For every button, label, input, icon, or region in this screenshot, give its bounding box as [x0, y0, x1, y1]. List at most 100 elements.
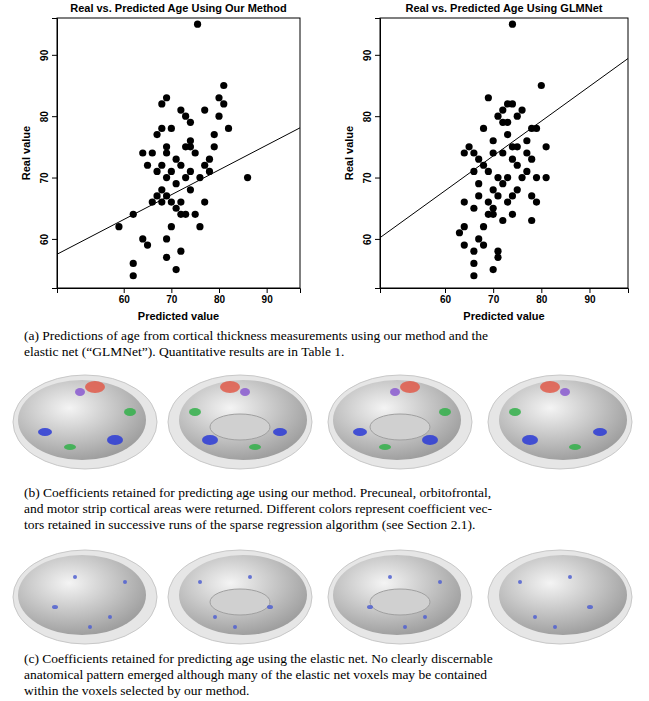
data-point [158, 186, 165, 193]
y-axis-line [52, 19, 58, 289]
data-point [163, 235, 170, 242]
brain-outline [328, 375, 472, 469]
data-point [480, 223, 487, 230]
caption-line: (a) Predictions of age from cortical thi… [24, 328, 488, 343]
brain-spot [52, 605, 58, 609]
data-point [153, 168, 160, 175]
data-point [201, 106, 208, 113]
brain-spot [518, 580, 522, 584]
data-point [499, 180, 506, 187]
brain-spot [390, 388, 400, 396]
data-point [220, 82, 227, 89]
data-point [177, 162, 184, 169]
data-point [187, 168, 194, 175]
data-point [528, 156, 535, 163]
data-point [456, 229, 463, 236]
chart-title: Real vs. Predicted Age Using GLMNet [405, 2, 602, 14]
data-point [504, 174, 511, 181]
brain-spot [233, 625, 237, 629]
brain-surface [18, 380, 146, 460]
y-axis-line [375, 19, 381, 289]
data-point [528, 192, 535, 199]
brain-view [488, 550, 632, 644]
data-point [211, 143, 218, 150]
brain-row [13, 375, 632, 469]
data-point [192, 211, 199, 218]
data-point [523, 168, 530, 175]
data-point [177, 248, 184, 255]
x-tick-mark [171, 288, 172, 293]
x-axis: 60708090 [58, 288, 301, 305]
brain-spot [240, 388, 250, 396]
data-point [533, 125, 540, 132]
x-tick-mark [219, 288, 220, 293]
brain-spot [124, 408, 136, 416]
brain-spot [73, 575, 77, 579]
data-point [173, 156, 180, 163]
y-tick-label: 60 [362, 233, 373, 245]
brain-spot [367, 605, 373, 609]
data-point [490, 186, 497, 193]
data-point [494, 248, 501, 255]
plot-frame [57, 18, 300, 288]
y-tick: 90 [39, 49, 57, 61]
x-tick-label: 80 [214, 294, 226, 305]
x-tick: 60 [440, 288, 452, 305]
caption-line: elastic net (“GLMNet”). Quantitative res… [24, 344, 344, 359]
data-point [168, 168, 175, 175]
data-point [139, 235, 146, 242]
data-point [187, 119, 194, 126]
data-point [490, 149, 497, 156]
chart-title: Real vs. Predicted Age Using Our Method [70, 2, 287, 14]
brain-outline [13, 375, 157, 469]
y-tick-mark [52, 239, 57, 240]
y-tick: 80 [362, 111, 380, 123]
data-point [461, 223, 468, 230]
brain-spot [388, 575, 392, 579]
data-point [225, 125, 232, 132]
y-tick-label: 60 [39, 233, 50, 245]
brain-view [13, 550, 157, 644]
data-point [475, 156, 482, 163]
data-point [509, 211, 516, 218]
scatter-chart: 6070809060708090Real vs. Predicted Age U… [20, 2, 301, 322]
data-point [518, 174, 525, 181]
brain-spot [438, 580, 442, 584]
brain-spot [587, 605, 593, 609]
plot-marks [57, 21, 300, 280]
data-point [485, 198, 492, 205]
y-tick: 60 [362, 233, 380, 245]
data-point [470, 149, 477, 156]
data-point [149, 149, 156, 156]
data-point [533, 198, 540, 205]
x-axis: 60708090 [381, 288, 629, 305]
data-point [490, 266, 497, 273]
y-tick: 70 [39, 172, 57, 184]
x-tick: 70 [488, 288, 500, 305]
brain-spot [88, 625, 92, 629]
y-tick: 70 [362, 172, 380, 184]
brain-spot [509, 408, 521, 416]
data-point [163, 192, 170, 199]
data-point [201, 162, 208, 169]
brain-surface [179, 380, 307, 460]
brain-spot [248, 575, 252, 579]
brain-outline [328, 550, 472, 644]
data-point [220, 100, 227, 107]
data-point [543, 143, 550, 150]
data-point [480, 162, 487, 169]
x-tick-mark [589, 288, 590, 293]
brain-medial [370, 589, 430, 615]
plot-marks [380, 21, 628, 280]
data-point [485, 168, 492, 175]
x-tick-mark [541, 288, 542, 293]
x-tick-label: 70 [488, 294, 500, 305]
y-tick-mark [375, 55, 380, 56]
brain-spot [533, 615, 537, 619]
data-point [518, 106, 525, 113]
data-point [490, 137, 497, 144]
y-tick: 90 [362, 49, 380, 61]
data-point [494, 174, 501, 181]
x-tick-label: 90 [262, 294, 274, 305]
y-tick-mark [375, 239, 380, 240]
